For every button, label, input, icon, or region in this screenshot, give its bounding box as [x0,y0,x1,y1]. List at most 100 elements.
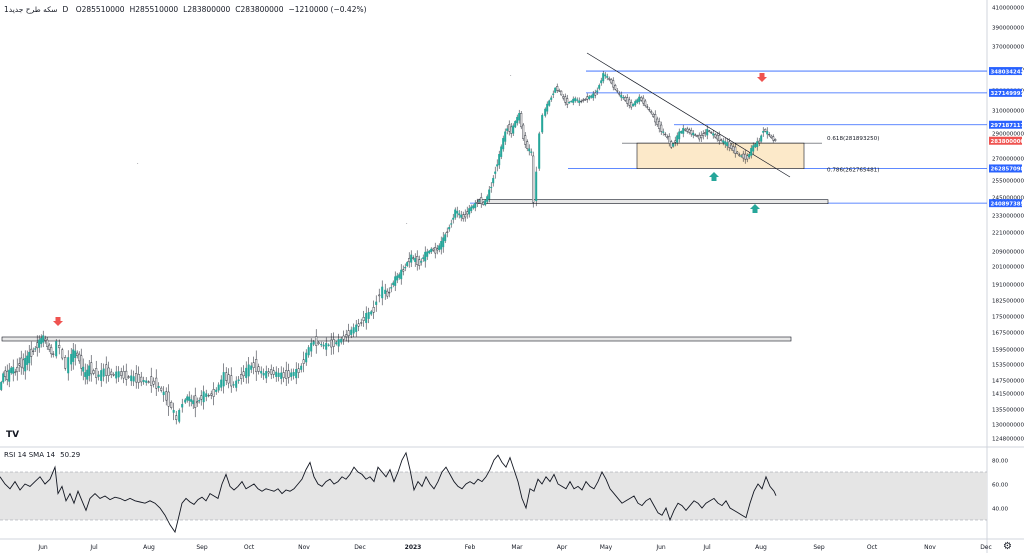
candle-body [170,401,173,408]
candle-body [227,374,230,384]
candle-body [604,74,607,77]
candle-body [706,128,709,136]
candle-body [95,368,98,378]
price-tag-label: 262857098 [991,167,1024,173]
candle-body [526,141,529,149]
candle-body [76,352,79,357]
candle-body [396,275,399,281]
price-axis[interactable]: 4100000003900000003700000003500000003300… [992,6,1024,513]
candle-body [178,410,181,422]
candle-body [287,370,290,378]
candle-body [772,136,775,141]
candle-body [322,344,325,347]
rsi-band [0,472,987,520]
candle-body [4,370,7,378]
candle-body [576,99,579,101]
candle-body [345,334,348,338]
candle-body [132,376,135,382]
candle-body [230,375,233,387]
time-axis[interactable]: Jun Jul Aug Sep Oct Nov Dec 2023 Feb Mar Apr May Jun… [37,544,992,551]
candle-body [160,387,163,391]
price-tick-label: 310000000 [992,109,1024,115]
candle-body [664,133,667,136]
candle-body [766,131,769,135]
dot-mark: · [510,73,512,79]
candle-body [390,287,393,289]
price-tick-label: 233000000 [992,214,1024,220]
candle-body [120,371,123,376]
candle-body [518,113,521,121]
candle-body [212,389,215,397]
candle-body [520,113,523,128]
time-tick-label: Aug [143,544,155,551]
candle-body [478,200,481,202]
candle-body [582,99,585,101]
candle-body [541,114,544,133]
candle-body [52,353,55,355]
candle-body [714,134,717,138]
price-tick-label: 370000000 [992,45,1024,51]
candle-body [618,93,621,95]
candle-body [648,109,651,111]
candle-body [235,380,238,388]
price-tick-label: 255000000 [992,179,1024,185]
ohlc-open: O285510000 [75,5,125,14]
candle-body [247,364,250,377]
candle-body [200,395,203,400]
price-tick-label: 290000000 [992,132,1024,138]
candle-body [468,208,471,215]
candle-body [436,248,439,251]
candle-body [252,362,255,368]
candle-body [554,87,557,93]
candle-body [480,197,483,205]
price-tick-label: 201000000 [992,265,1024,271]
candle-body [242,371,245,377]
candle-body [546,103,549,112]
candle-body [115,371,118,379]
time-tick-label: Feb [465,544,476,551]
symbol-name[interactable]: سکه طرح جدید [8,5,58,14]
rsi-tick-label: 60.00 [992,483,1008,489]
candle-body [718,135,721,142]
candle-body [606,76,609,78]
price-tick-label: 130000000 [992,423,1024,429]
drawings-layer: 0.618(281893250) 0.786(262765481) [1,52,987,342]
candle-body [360,322,363,324]
candle-body [774,139,777,142]
candle-body [450,223,453,225]
candle-body [562,96,565,99]
candle-body [602,73,605,82]
time-tick-label: Oct [867,544,878,551]
candle-body [84,372,87,377]
rsi-name[interactable]: RSI 14 SMA 14 [4,451,56,459]
candle-body [702,133,705,136]
candle-body [590,95,593,98]
candle-body [232,384,235,386]
candle-body [740,155,743,157]
candle-body [22,359,25,369]
candle-body [196,401,199,404]
candle-body [758,140,761,144]
time-tick-label: Jun [655,544,666,551]
candle-body [596,90,599,93]
candle-body [12,367,15,374]
candle-body [566,98,569,105]
candle-body [476,202,479,204]
time-tick-label: Jun [37,544,48,551]
support-zone-upper [477,199,829,204]
candle-body [678,131,681,140]
candle-body [608,78,611,80]
time-tick-label: Jul [702,544,711,551]
candle-body [432,248,435,251]
price-tag-327149993 [989,88,1022,97]
candle-body [18,363,21,366]
candle-body [720,139,723,141]
candle-body [682,128,685,134]
candle-body [672,143,675,147]
interval-label[interactable]: 1D [4,5,69,14]
candle-body [262,372,265,376]
ohlc-high: H285510000 [129,5,179,14]
gear-icon[interactable]: ⚙ [1003,541,1012,552]
tradingview-logo-icon[interactable]: TV [6,430,20,440]
